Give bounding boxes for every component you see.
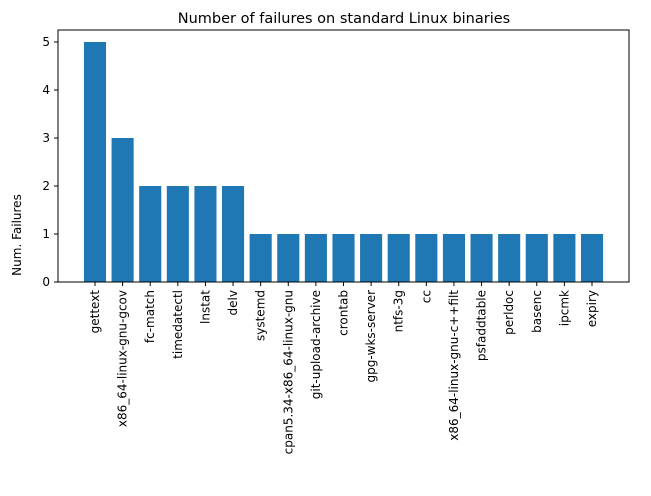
bar-psfaddtable bbox=[470, 234, 493, 282]
bar-gpg-wks-server bbox=[360, 234, 383, 282]
y-tick-label: 4 bbox=[42, 83, 50, 97]
x-tick-label-delv: delv bbox=[226, 290, 240, 315]
bar-timedatectl bbox=[166, 186, 189, 282]
bar-cc bbox=[415, 234, 438, 282]
x-tick-label-cpan5.34-x86_64-linux-gnu: cpan5.34-x86_64-linux-gnu bbox=[281, 290, 295, 454]
chart-title: Number of failures on standard Linux bin… bbox=[178, 11, 510, 27]
y-tick-label: 5 bbox=[42, 35, 50, 49]
bar-perldoc bbox=[498, 234, 521, 282]
bar-x86_64-linux-gnu-gcov bbox=[111, 138, 134, 282]
bar-ipcmk bbox=[553, 234, 576, 282]
bar-gettext bbox=[83, 42, 107, 282]
x-tick-label-gpg-wks-server: gpg-wks-server bbox=[364, 290, 378, 383]
x-tick-label-timedatectl: timedatectl bbox=[171, 290, 185, 359]
x-tick-label-cc: cc bbox=[419, 290, 433, 303]
bar-basenc bbox=[525, 234, 548, 282]
bar-lnstat bbox=[194, 186, 217, 282]
x-tick-label-x86_64-linux-gnu-c++filt: x86_64-linux-gnu-c++filt bbox=[447, 290, 461, 441]
x-tick-label-gettext: gettext bbox=[88, 290, 102, 334]
y-tick-label: 3 bbox=[42, 131, 50, 145]
y-tick-label: 1 bbox=[42, 227, 50, 241]
x-tick-label-ntfs-3g: ntfs-3g bbox=[392, 290, 406, 332]
x-tick-label-ipcmk: ipcmk bbox=[557, 290, 571, 326]
plot-frame bbox=[57, 29, 630, 283]
bar-fc-match bbox=[139, 186, 162, 282]
bar-cpan5.34-x86_64-linux-gnu bbox=[277, 234, 300, 282]
x-tick-label-fc-match: fc-match bbox=[143, 290, 157, 343]
x-axis-ticks: gettext x86_64-linux-gnu-gcov fc-match time… bbox=[88, 282, 599, 454]
x-tick-label-psfaddtable: psfaddtable bbox=[475, 290, 489, 361]
x-tick-label-perldoc: perldoc bbox=[502, 290, 516, 335]
bar-ntfs-3g bbox=[387, 234, 410, 282]
y-axis-ticks: 0 1 2 3 4 5 bbox=[42, 35, 58, 289]
bar-x86_64-linux-gnu-c++filt bbox=[442, 234, 465, 282]
x-tick-label-expiry: expiry bbox=[585, 290, 599, 327]
x-tick-label-x86_64-linux-gnu-gcov: x86_64-linux-gnu-gcov bbox=[116, 290, 130, 427]
x-tick-label-basenc: basenc bbox=[530, 290, 544, 333]
x-tick-label-git-upload-archive: git-upload-archive bbox=[309, 290, 323, 399]
x-tick-label-crontab: crontab bbox=[337, 290, 351, 336]
bar-delv bbox=[222, 186, 245, 282]
y-axis-label: Num. Failures bbox=[10, 194, 24, 276]
bar-crontab bbox=[332, 234, 355, 282]
x-tick-label-systemd: systemd bbox=[254, 290, 268, 341]
y-tick-label: 0 bbox=[42, 275, 50, 289]
bars-group bbox=[83, 42, 604, 282]
bar-expiry bbox=[580, 234, 604, 282]
y-tick-label: 2 bbox=[42, 179, 50, 193]
bar-git-upload-archive bbox=[304, 234, 327, 282]
x-tick-label-lnstat: lnstat bbox=[198, 290, 212, 324]
bar-systemd bbox=[249, 234, 272, 282]
